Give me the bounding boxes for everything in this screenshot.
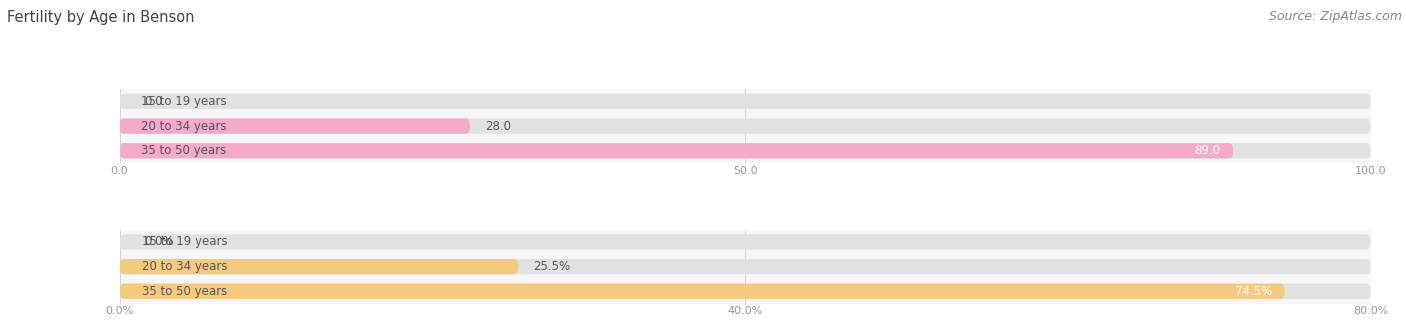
FancyBboxPatch shape [120, 283, 1371, 299]
Text: 35 to 50 years: 35 to 50 years [141, 144, 226, 157]
Text: 15 to 19 years: 15 to 19 years [142, 236, 228, 248]
FancyBboxPatch shape [120, 283, 1285, 299]
Text: 25.5%: 25.5% [533, 260, 571, 273]
FancyBboxPatch shape [120, 143, 1371, 158]
Text: Source: ZipAtlas.com: Source: ZipAtlas.com [1268, 10, 1402, 23]
FancyBboxPatch shape [120, 94, 1371, 109]
Text: 20 to 34 years: 20 to 34 years [141, 119, 226, 133]
FancyBboxPatch shape [120, 118, 1371, 134]
Text: 74.5%: 74.5% [1234, 285, 1272, 298]
FancyBboxPatch shape [120, 234, 1371, 249]
Text: 28.0: 28.0 [485, 119, 510, 133]
Text: 35 to 50 years: 35 to 50 years [142, 285, 228, 298]
Text: 15 to 19 years: 15 to 19 years [141, 95, 226, 108]
Text: 0.0: 0.0 [145, 95, 163, 108]
Text: Fertility by Age in Benson: Fertility by Age in Benson [7, 10, 194, 25]
FancyBboxPatch shape [120, 259, 519, 274]
Text: 0.0%: 0.0% [145, 236, 174, 248]
FancyBboxPatch shape [120, 259, 1371, 274]
Text: 20 to 34 years: 20 to 34 years [142, 260, 228, 273]
FancyBboxPatch shape [120, 143, 1233, 158]
Text: 89.0: 89.0 [1195, 144, 1220, 157]
FancyBboxPatch shape [120, 118, 470, 134]
